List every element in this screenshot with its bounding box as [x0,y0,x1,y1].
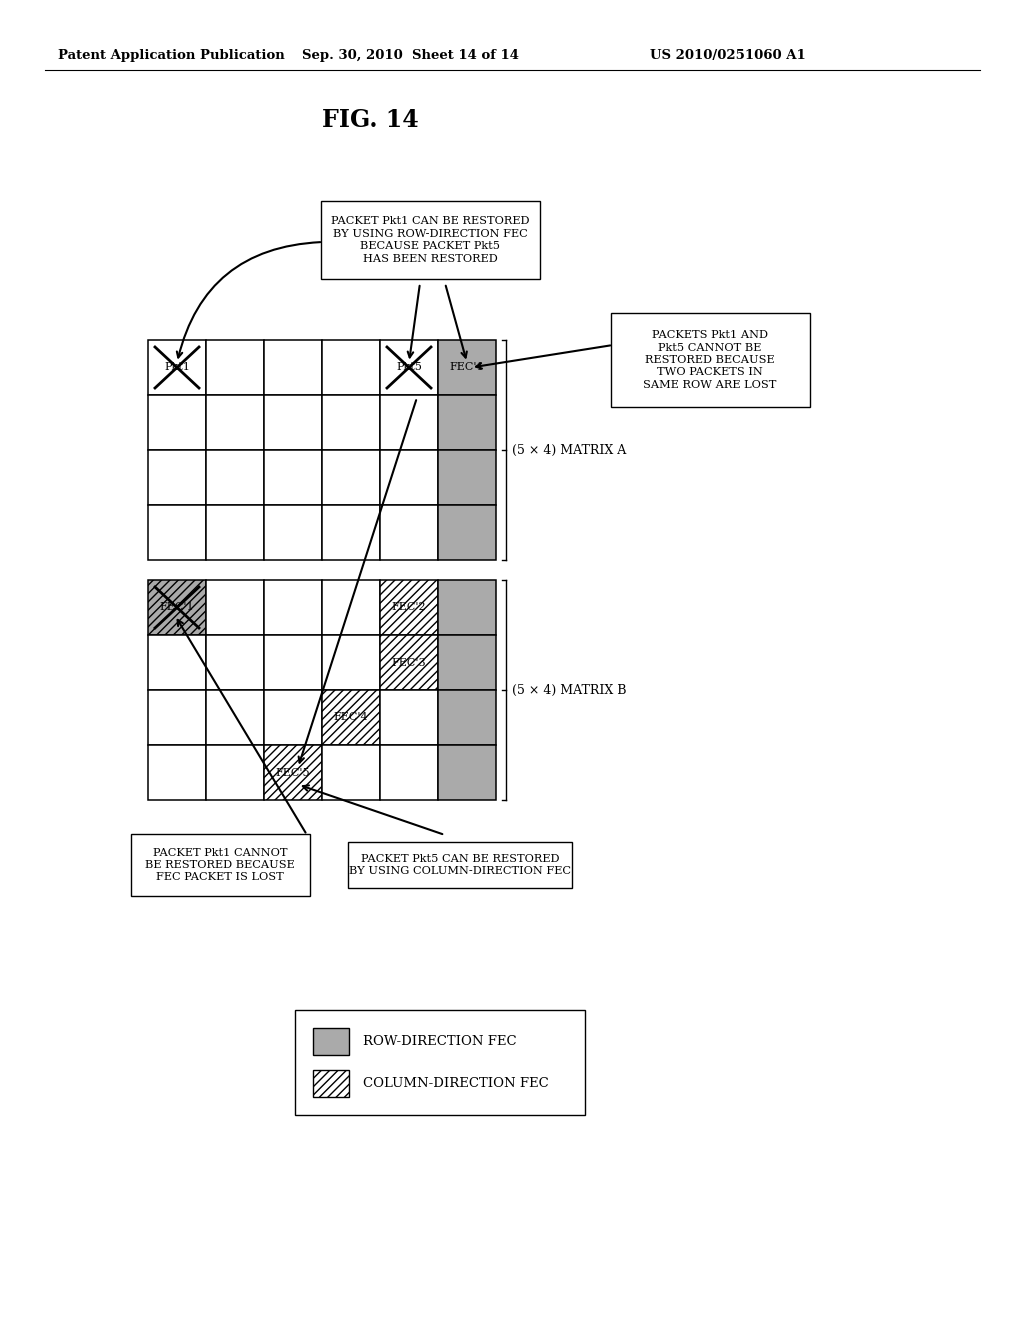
Bar [380,744,438,800]
Bar [380,690,438,744]
Bar [313,1071,349,1097]
Bar [148,690,206,744]
Text: FEC'5: FEC'5 [275,767,310,777]
FancyBboxPatch shape [348,842,572,888]
Bar [438,744,496,800]
Bar [380,635,438,690]
Text: (5 × 4) MATRIX B: (5 × 4) MATRIX B [512,684,627,697]
Bar [206,395,264,450]
Text: (5 × 4) MATRIX A: (5 × 4) MATRIX A [512,444,627,457]
FancyBboxPatch shape [321,201,540,279]
Bar [380,579,438,635]
Text: FEC'4: FEC'4 [334,713,369,722]
Bar [264,744,322,800]
Text: PACKET Pkt1 CANNOT
BE RESTORED BECAUSE
FEC PACKET IS LOST: PACKET Pkt1 CANNOT BE RESTORED BECAUSE F… [145,847,295,882]
Bar [438,579,496,635]
Bar [148,506,206,560]
Bar [438,690,496,744]
Bar [264,341,322,395]
Bar [380,395,438,450]
Bar [206,690,264,744]
Text: PACKET Pkt5 CAN BE RESTORED
BY USING COLUMN-DIRECTION FEC: PACKET Pkt5 CAN BE RESTORED BY USING COL… [349,854,571,876]
Bar [206,635,264,690]
Bar [322,744,380,800]
Bar [206,506,264,560]
Text: PACKET Pkt1 CAN BE RESTORED
BY USING ROW-DIRECTION FEC
BECAUSE PACKET Pkt5
HAS B: PACKET Pkt1 CAN BE RESTORED BY USING ROW… [331,216,529,264]
Bar [148,341,206,395]
Bar [206,341,264,395]
Bar [264,690,322,744]
FancyBboxPatch shape [130,834,309,896]
Bar [295,1010,585,1115]
Bar [206,450,264,506]
Bar [322,579,380,635]
Bar [380,506,438,560]
Bar [438,450,496,506]
Text: FIG. 14: FIG. 14 [322,108,419,132]
Bar [264,506,322,560]
Bar [322,341,380,395]
Bar [264,395,322,450]
Bar [148,579,206,635]
Bar [322,506,380,560]
Text: Pkt5: Pkt5 [396,363,422,372]
Bar [264,635,322,690]
Bar [380,450,438,506]
Bar [438,395,496,450]
Bar [148,395,206,450]
Text: ROW-DIRECTION FEC: ROW-DIRECTION FEC [362,1035,517,1048]
Text: Patent Application Publication: Patent Application Publication [58,49,285,62]
Bar [148,744,206,800]
Text: COLUMN-DIRECTION FEC: COLUMN-DIRECTION FEC [362,1077,549,1090]
Bar [206,744,264,800]
Text: FEC'3: FEC'3 [392,657,426,668]
Text: PACKETS Pkt1 AND
Pkt5 CANNOT BE
RESTORED BECAUSE
TWO PACKETS IN
SAME ROW ARE LOS: PACKETS Pkt1 AND Pkt5 CANNOT BE RESTORED… [643,330,776,389]
Bar [322,690,380,744]
Bar [438,635,496,690]
Bar [148,450,206,506]
Bar [206,579,264,635]
Bar [264,450,322,506]
Bar [322,395,380,450]
Bar [148,635,206,690]
Bar [438,341,496,395]
Bar [313,1028,349,1055]
Text: FEC'2: FEC'2 [392,602,426,612]
Bar [322,450,380,506]
Text: US 2010/0251060 A1: US 2010/0251060 A1 [650,49,806,62]
Bar [322,635,380,690]
Text: Pkt1: Pkt1 [164,363,189,372]
Bar [264,579,322,635]
Text: FEC'1: FEC'1 [160,602,195,612]
Bar [438,506,496,560]
Text: FEC'1: FEC'1 [450,363,484,372]
Bar [380,341,438,395]
Text: Sep. 30, 2010  Sheet 14 of 14: Sep. 30, 2010 Sheet 14 of 14 [301,49,518,62]
FancyBboxPatch shape [610,313,810,407]
